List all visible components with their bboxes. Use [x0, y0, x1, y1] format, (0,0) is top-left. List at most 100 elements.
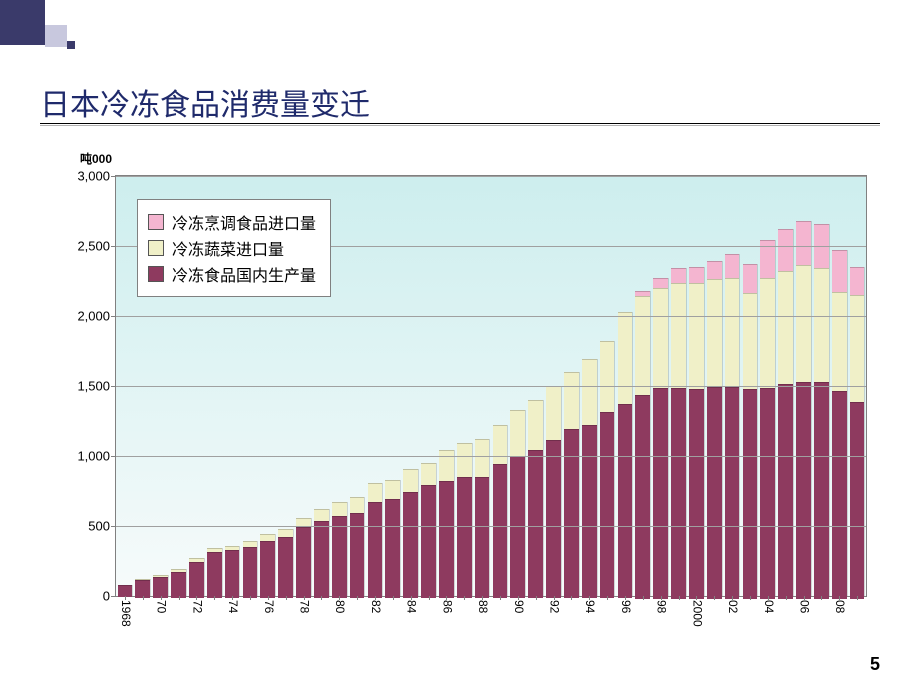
seg-domestic — [439, 481, 454, 598]
seg-cooked-import — [707, 261, 722, 279]
gridline — [116, 176, 866, 177]
bar — [403, 469, 419, 596]
bar — [528, 400, 544, 596]
legend-item: 冷冻烹调食品进口量 — [148, 210, 316, 234]
seg-vegetable-import — [368, 483, 383, 502]
seg-cooked-import — [796, 221, 811, 265]
chart-legend: 冷冻烹调食品进口量冷冻蔬菜进口量冷冻食品国内生产量 — [137, 199, 331, 297]
seg-vegetable-import — [707, 279, 722, 386]
deco-square — [45, 25, 67, 47]
bar — [653, 278, 669, 596]
seg-vegetable-import — [814, 268, 829, 382]
x-tick-mark — [429, 596, 430, 600]
bar — [796, 221, 812, 596]
bar — [296, 518, 312, 596]
seg-domestic — [153, 577, 168, 598]
seg-domestic — [225, 550, 240, 598]
x-tick-mark — [536, 596, 537, 600]
seg-vegetable-import — [457, 443, 472, 476]
y-tick-label: 2,500 — [77, 239, 110, 254]
seg-vegetable-import — [439, 450, 454, 480]
x-tick-label: 90 — [512, 600, 526, 613]
seg-domestic — [760, 388, 775, 599]
bar — [368, 483, 384, 596]
seg-vegetable-import — [546, 386, 561, 440]
x-tick-mark — [571, 596, 572, 600]
y-axis-unit-label: 吨000 — [80, 150, 112, 167]
seg-vegetable-import — [582, 359, 597, 424]
y-tick-label: 1,500 — [77, 379, 110, 394]
title-underline-shadow — [40, 125, 880, 126]
seg-domestic — [385, 499, 400, 598]
seg-domestic — [564, 429, 579, 598]
seg-vegetable-import — [421, 463, 436, 485]
bar — [189, 558, 205, 596]
x-tick-label: 80 — [333, 600, 347, 613]
seg-domestic — [546, 440, 561, 598]
seg-domestic — [582, 425, 597, 598]
gridline — [116, 526, 866, 527]
legend-item: 冷冻蔬菜进口量 — [148, 236, 316, 260]
bar — [457, 443, 473, 596]
seg-vegetable-import — [260, 534, 275, 541]
seg-domestic — [243, 547, 258, 598]
seg-vegetable-import — [510, 410, 525, 456]
seg-domestic — [725, 387, 740, 599]
seg-vegetable-import — [618, 312, 633, 404]
seg-domestic — [314, 521, 329, 598]
seg-domestic — [850, 402, 865, 599]
bar — [743, 264, 759, 596]
x-tick-label: 04 — [762, 600, 776, 613]
legend-label: 冷冻蔬菜进口量 — [172, 236, 284, 260]
page-number: 5 — [870, 654, 880, 675]
bar — [439, 450, 455, 596]
bar — [582, 359, 598, 596]
bar — [725, 254, 741, 596]
x-tick-label: 08 — [833, 600, 847, 613]
slide: 日本冷冻食品消费量变迁 吨000 冷冻烹调食品进口量冷冻蔬菜进口量冷冻食品国内生… — [0, 0, 920, 690]
y-tick-label: 3,000 — [77, 169, 110, 184]
seg-domestic — [796, 382, 811, 599]
seg-domestic — [403, 492, 418, 598]
seg-domestic — [600, 412, 615, 598]
legend-label: 冷冻烹调食品进口量 — [172, 210, 316, 234]
bar — [832, 250, 848, 596]
y-tick-mark — [111, 316, 115, 317]
chart-plot-area: 冷冻烹调食品进口量冷冻蔬菜进口量冷冻食品国内生产量 05001,0001,500… — [115, 175, 867, 597]
x-tick-mark — [214, 596, 215, 600]
x-tick-mark — [393, 596, 394, 600]
bar — [707, 261, 723, 596]
seg-domestic — [832, 391, 847, 599]
seg-domestic — [493, 464, 508, 598]
x-tick-label: 94 — [583, 600, 597, 613]
bar — [350, 497, 366, 596]
seg-domestic — [368, 502, 383, 598]
seg-domestic — [653, 388, 668, 599]
gridline — [116, 456, 866, 457]
seg-domestic — [528, 450, 543, 598]
x-tick-mark — [500, 596, 501, 600]
seg-domestic — [207, 552, 222, 598]
seg-cooked-import — [778, 229, 793, 271]
bar — [243, 541, 259, 596]
x-tick-mark — [179, 596, 180, 600]
x-tick-label: 02 — [726, 600, 740, 613]
y-tick-mark — [111, 456, 115, 457]
deco-square — [0, 0, 45, 45]
seg-vegetable-import — [689, 283, 704, 389]
x-tick-mark — [286, 596, 287, 600]
seg-vegetable-import — [314, 509, 329, 521]
seg-domestic — [278, 537, 293, 598]
seg-domestic — [618, 404, 633, 598]
bar — [278, 529, 294, 596]
seg-domestic — [635, 395, 650, 599]
x-tick-mark — [679, 596, 680, 600]
x-tick-mark — [786, 596, 787, 600]
x-tick-label: 76 — [262, 600, 276, 613]
seg-domestic — [260, 541, 275, 598]
y-tick-label: 1,000 — [77, 449, 110, 464]
x-tick-label: 92 — [548, 600, 562, 613]
gridline — [116, 386, 866, 387]
seg-domestic — [296, 527, 311, 598]
x-tick-label: 78 — [298, 600, 312, 613]
